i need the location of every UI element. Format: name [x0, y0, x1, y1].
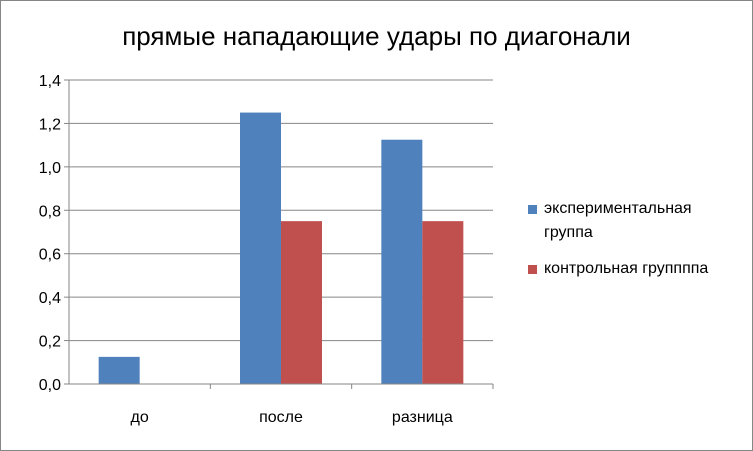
legend-label-control: контрольная группппа: [544, 260, 709, 277]
legend-item-control: контрольная группппа: [528, 257, 743, 281]
bar-control-2: [422, 221, 464, 384]
legend-swatch-control: [528, 265, 537, 274]
bar-experimental-2: [381, 139, 423, 384]
y-tick-label: 1,2: [39, 116, 61, 133]
x-tick-label: разница: [392, 409, 453, 426]
bars: [98, 112, 464, 385]
y-tick-label: 0,4: [39, 290, 61, 307]
x-tick-label: до: [131, 409, 149, 426]
chart-title: прямые нападающие удары по диагонали: [122, 21, 631, 51]
legend-label-experimental: экспериментальная группа: [544, 200, 692, 241]
y-tick-label: 1,0: [39, 160, 61, 177]
bar-experimental-0: [98, 356, 140, 384]
x-tick-label: после: [259, 409, 303, 426]
legend-item-experimental: экспериментальная группа: [528, 197, 743, 245]
bar-control-1: [281, 221, 322, 384]
y-tick-label: 0,0: [39, 377, 61, 394]
bar-experimental-1: [240, 112, 281, 385]
y-tick-label: 0,6: [39, 247, 61, 264]
legend: экспериментальная группа контрольная гру…: [528, 197, 743, 293]
y-tick-label: 1,4: [39, 73, 61, 90]
y-tick-label: 0,8: [39, 203, 61, 220]
legend-swatch-experimental: [528, 205, 537, 214]
y-tick-label: 0,2: [39, 334, 61, 351]
y-axis: 0,0 0,2 0,4 0,6 0,8 1,0 1,2 1,4: [39, 73, 70, 394]
x-axis: до после разница: [69, 383, 494, 426]
